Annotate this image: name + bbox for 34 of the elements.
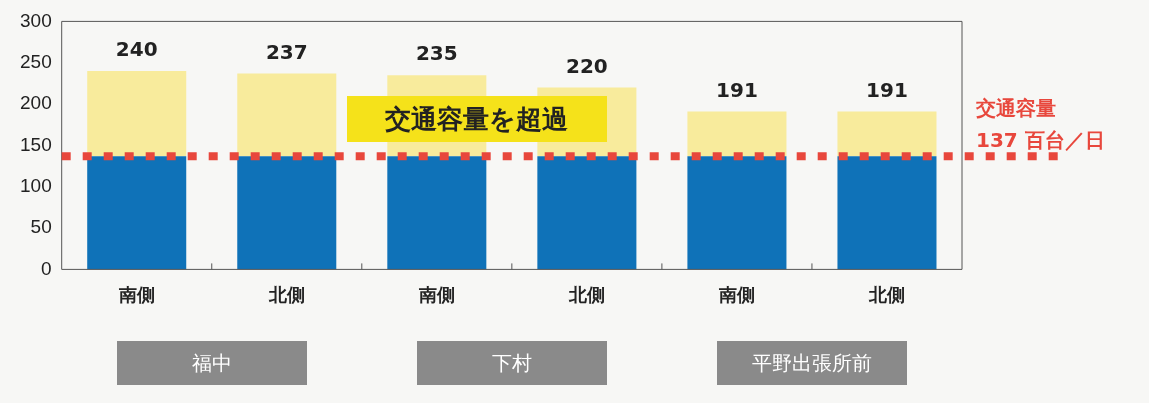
bar xyxy=(87,156,187,270)
y-tick-label: 250 xyxy=(20,50,52,72)
y-tick-label: 50 xyxy=(30,216,52,238)
bar xyxy=(87,71,187,157)
text: 平野出張所前 xyxy=(716,341,907,386)
y-tick-label: 0 xyxy=(41,257,52,279)
bar xyxy=(237,156,337,270)
x-tick-label: 南側 xyxy=(417,285,455,306)
total-label: 191 xyxy=(716,77,758,102)
bar xyxy=(387,156,487,270)
y-tick-label: 150 xyxy=(20,133,52,155)
bar xyxy=(687,156,787,270)
x-tick-label: 北側 xyxy=(267,285,305,306)
x-tick-label: 南側 xyxy=(717,285,755,306)
y-tick-label: 300 xyxy=(20,9,52,31)
x-tick-label: 南側 xyxy=(117,285,155,306)
y-tick-label: 200 xyxy=(20,92,52,114)
x-tick-label: 北側 xyxy=(867,285,905,306)
text: 下村 xyxy=(416,341,607,386)
bar xyxy=(537,156,637,270)
total-label: 220 xyxy=(566,53,608,78)
bar xyxy=(837,156,937,270)
bar xyxy=(687,111,787,157)
text: 福中 xyxy=(116,341,307,386)
total-label: 235 xyxy=(415,41,458,66)
annotation: 交通容量を超過 xyxy=(346,96,607,143)
ref-line-label: 交通容量 137 百台／日 xyxy=(975,96,1105,153)
total-label: 191 xyxy=(866,77,908,102)
x-tick-label: 北側 xyxy=(567,285,605,306)
bar xyxy=(237,73,337,157)
total-label: 237 xyxy=(265,39,308,64)
bar xyxy=(837,111,937,157)
y-tick-label: 100 xyxy=(20,174,52,196)
total-label: 240 xyxy=(115,37,158,62)
